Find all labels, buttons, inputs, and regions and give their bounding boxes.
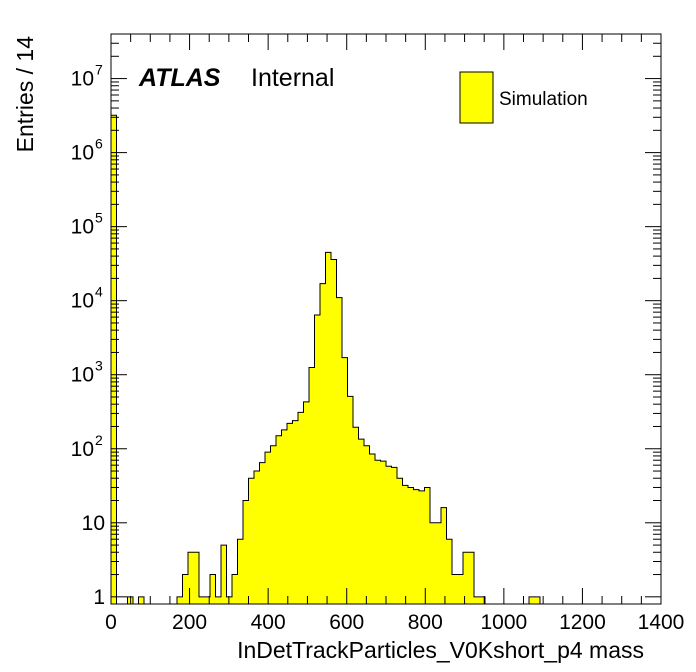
histogram-bin xyxy=(424,487,430,604)
histogram-bin xyxy=(215,596,221,604)
y-tick-label: 10 xyxy=(71,438,94,461)
histogram-bin xyxy=(380,461,386,604)
histogram-bin xyxy=(320,283,326,604)
histogram-bin xyxy=(463,552,469,604)
y-tick-exponent: 3 xyxy=(95,358,103,374)
y-tick-label: 10 xyxy=(71,364,94,387)
histogram-bin xyxy=(287,423,293,604)
histogram-bin xyxy=(259,462,265,604)
y-tick-label: 10 xyxy=(71,68,94,91)
histogram-bin xyxy=(408,487,414,604)
histogram-bin xyxy=(353,427,359,604)
x-tick-label: 800 xyxy=(408,611,443,634)
histogram-bin xyxy=(309,367,315,604)
histogram-bin xyxy=(281,429,287,604)
x-tick-label: 200 xyxy=(172,611,207,634)
y-tick-exponent: 6 xyxy=(95,136,103,152)
histogram-bin xyxy=(237,539,243,604)
histogram-bin xyxy=(430,522,436,604)
histogram-bin xyxy=(292,420,298,604)
histogram-bin xyxy=(391,467,397,604)
histogram-bin xyxy=(188,552,194,604)
histogram-bin xyxy=(479,596,485,604)
histogram-bin xyxy=(413,489,419,604)
y-tick-label: 10 xyxy=(71,142,94,165)
histogram-bin xyxy=(441,507,447,604)
histogram-bin xyxy=(111,115,117,604)
histogram-bin xyxy=(199,596,205,604)
y-tick-exponent: 2 xyxy=(95,432,103,448)
histogram-bin xyxy=(254,471,260,604)
histogram-bars xyxy=(110,114,661,605)
y-tick-label: 10 xyxy=(82,512,105,535)
histogram-bin xyxy=(248,478,254,604)
histogram-bin xyxy=(534,596,540,604)
legend-swatch xyxy=(459,71,494,124)
histogram-bin xyxy=(347,396,353,604)
x-tick-label: 0 xyxy=(105,611,117,634)
histogram-bin xyxy=(435,522,441,604)
histogram-bin xyxy=(303,401,309,604)
y-tick-label: 10 xyxy=(71,216,94,239)
histogram-bin xyxy=(402,485,408,604)
histogram-bin xyxy=(221,545,227,604)
x-tick-label: 400 xyxy=(251,611,286,634)
histogram-bin xyxy=(364,445,370,604)
histogram-bin xyxy=(331,259,337,604)
axis-ticks xyxy=(110,33,662,604)
histogram-bin xyxy=(243,500,249,604)
x-tick-label: 1000 xyxy=(480,611,527,634)
x-tick-label: 600 xyxy=(329,611,364,634)
histogram-bin xyxy=(457,574,463,604)
x-axis-title: InDetTrackParticles_V0Kshort_p4 mass xyxy=(237,637,644,663)
histogram-bin xyxy=(298,412,304,604)
y-tick-label: 10 xyxy=(71,290,94,313)
histogram-bin xyxy=(397,478,403,604)
histogram-bin xyxy=(446,539,452,604)
y-tick-exponent: 4 xyxy=(95,284,103,300)
histogram-bin xyxy=(375,460,381,604)
histogram-bin xyxy=(468,552,474,604)
internal-label: Internal xyxy=(251,64,334,92)
histogram-bin xyxy=(325,252,331,605)
x-tick-labels: 0 200 400 600 800 1000 1200 1400 xyxy=(105,611,684,634)
histogram-bin xyxy=(419,490,425,604)
x-tick-label: 1200 xyxy=(559,611,606,634)
y-tick-exponent: 5 xyxy=(95,210,103,226)
histogram-bin xyxy=(193,552,199,604)
histogram-bin xyxy=(265,452,271,604)
atlas-label: ATLAS xyxy=(138,64,221,92)
histogram-bin xyxy=(177,596,183,604)
y-tick-exponent: 7 xyxy=(95,62,103,78)
x-tick-label: 1400 xyxy=(638,611,685,634)
histogram-bin xyxy=(386,466,392,604)
histogram-bin xyxy=(358,439,364,604)
histogram-bin xyxy=(276,435,282,604)
histogram-bin xyxy=(210,574,216,604)
histogram-bin xyxy=(232,574,238,604)
histogram-bin xyxy=(270,445,276,604)
histogram-bin xyxy=(336,297,342,604)
histogram-bin xyxy=(138,596,144,604)
histogram-bin xyxy=(529,596,535,604)
histogram-bin xyxy=(314,315,320,604)
legend-label: Simulation xyxy=(499,89,588,110)
y-axis-title: Entries / 14 xyxy=(12,36,38,153)
histogram-bin xyxy=(369,453,375,604)
histogram-bin xyxy=(474,596,480,604)
y-tick-label: 1 xyxy=(93,586,105,609)
histogram-bin xyxy=(342,357,348,604)
histogram-bin xyxy=(452,574,458,604)
histogram-bin xyxy=(182,574,188,604)
histogram-bin xyxy=(204,596,210,604)
